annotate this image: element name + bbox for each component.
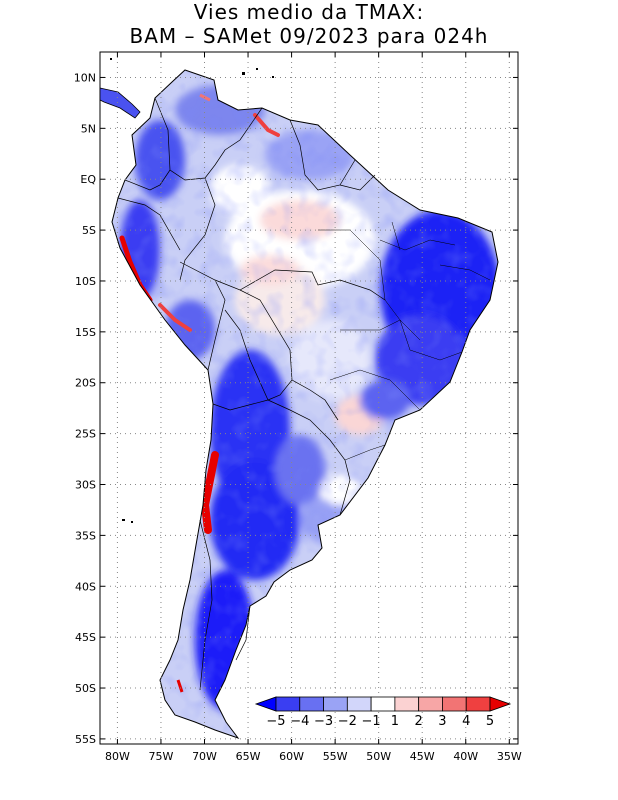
colorbar-segment: [323, 696, 348, 712]
country-borders: [117, 97, 386, 691]
lat-label: EQ: [80, 173, 96, 186]
colorbar-label: −4: [290, 714, 309, 729]
colorbar-label: −5: [266, 714, 285, 729]
colorbar-segment: [275, 696, 301, 712]
colorbar-segment: [394, 696, 420, 712]
lat-label: 5N: [81, 122, 96, 135]
central-america-land: [99, 87, 141, 119]
lon-label: 50W: [366, 750, 391, 763]
colorbar-label: 1: [391, 714, 399, 729]
islands: [110, 58, 274, 523]
colorbar-label: 2: [415, 714, 423, 729]
lat-label: 50S: [75, 682, 96, 695]
lon-label: 80W: [105, 750, 130, 763]
lon-label: 70W: [192, 750, 217, 763]
colorbar-segment: [465, 696, 491, 712]
graticule: [100, 52, 518, 744]
lat-label: 35S: [75, 529, 96, 542]
lat-label: 40S: [75, 580, 96, 593]
colorbar-label: 5: [486, 714, 494, 729]
colorbar-label: −2: [338, 714, 357, 729]
axis-ticks: [100, 52, 518, 744]
lon-label: 55W: [323, 750, 348, 763]
colorbar-segment: [370, 696, 396, 712]
lat-label: 15S: [75, 326, 96, 339]
colorbar-label: 3: [438, 714, 446, 729]
map-title-line2: BAM – SAMet 09/2023 para 024h: [129, 24, 489, 48]
lat-label: 55S: [75, 733, 96, 746]
lon-label: 40W: [453, 750, 478, 763]
colorbar-label: −3: [314, 714, 333, 729]
lat-label: 45S: [75, 631, 96, 644]
lat-label: 30S: [75, 479, 96, 492]
colorbar-max-arrow: [489, 696, 512, 712]
map-title-line1: Vies medio da TMAX:: [193, 0, 425, 24]
latitude-labels: 10N 5N EQ 5S 10S 15S 20S 25S 30S 35S 40S 45S 50S 55S: [74, 71, 97, 745]
colorbar-segment: [299, 696, 324, 712]
colorbar: −5 −4 −3 −2 −1 1 2 3 4 5: [254, 696, 512, 729]
lat-label: 20S: [75, 377, 96, 390]
lat-label: 10S: [75, 275, 96, 288]
colorbar-label: 4: [462, 714, 470, 729]
longitude-labels: 80W 75W 70W 65W 60W 55W 50W 45W 40W 35W: [105, 750, 522, 763]
colorbar-segment: [346, 696, 372, 712]
lon-label: 35W: [497, 750, 522, 763]
continent-coastline: [111, 69, 499, 740]
lon-label: 45W: [410, 750, 435, 763]
state-borders: [318, 221, 491, 461]
lon-label: 65W: [236, 750, 261, 763]
colorbar-segment: [418, 696, 443, 712]
colorbar-label: −1: [362, 714, 381, 729]
lon-label: 60W: [279, 750, 304, 763]
lat-label: 10N: [74, 71, 96, 84]
lat-label: 5S: [82, 224, 96, 237]
colorbar-segment: [442, 696, 467, 712]
lon-label: 75W: [149, 750, 174, 763]
lat-label: 25S: [75, 428, 96, 441]
